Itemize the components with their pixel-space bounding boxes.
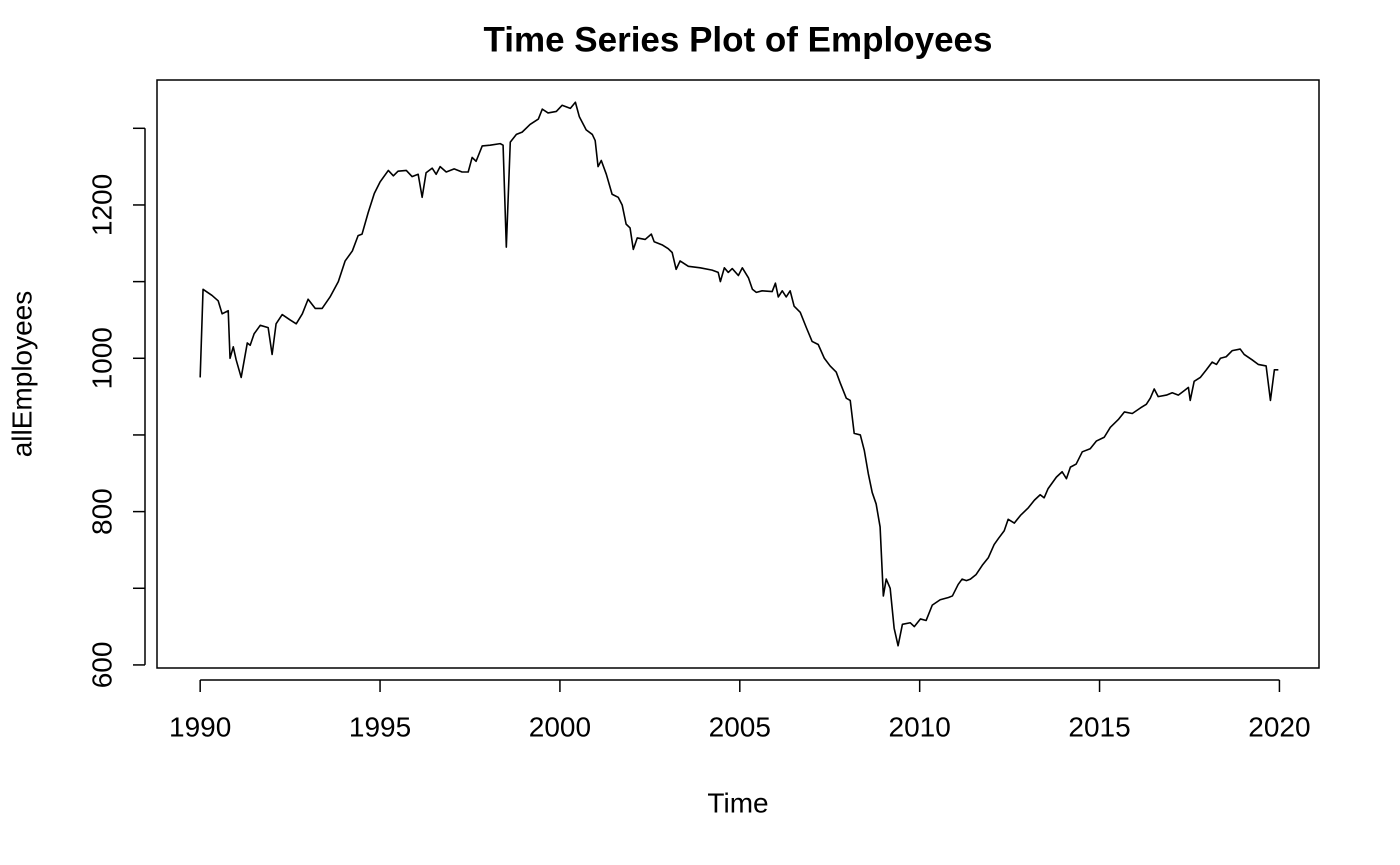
y-tick-label: 1200	[86, 174, 117, 236]
chart-title: Time Series Plot of Employees	[484, 20, 993, 59]
y-tick-label: 800	[86, 488, 117, 535]
x-tick-label: 2000	[529, 711, 591, 742]
x-tick-label: 2015	[1068, 711, 1130, 742]
x-tick-label: 2005	[709, 711, 771, 742]
y-tick-label: 1000	[86, 327, 117, 389]
data-line	[199, 101, 1279, 647]
x-tick-label: 2020	[1248, 711, 1310, 742]
x-axis-title: Time	[707, 787, 768, 818]
plot-frame	[156, 79, 1320, 669]
x-tick-label: 2010	[889, 711, 951, 742]
y-axis-title: allEmployees	[6, 291, 37, 458]
x-tick-label: 1990	[169, 711, 231, 742]
x-tick-label: 1995	[349, 711, 411, 742]
y-tick-label: 600	[86, 642, 117, 689]
